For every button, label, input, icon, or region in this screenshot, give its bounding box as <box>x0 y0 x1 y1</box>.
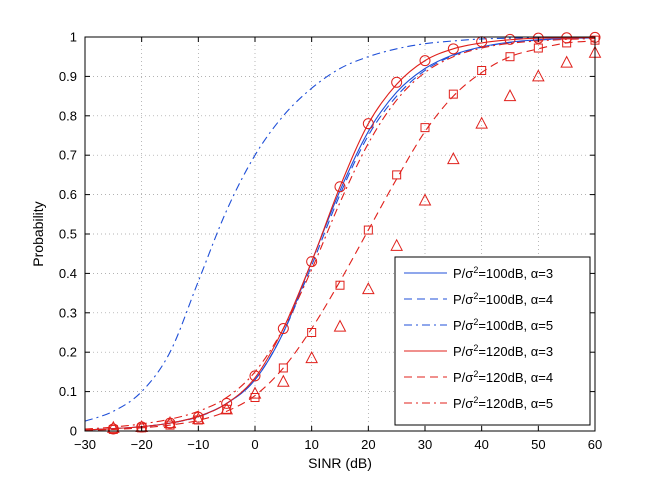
x-tick-label: 30 <box>418 437 432 452</box>
square-marker <box>392 170 402 180</box>
y-tick-label: 0.5 <box>59 227 77 242</box>
x-tick-label: 20 <box>361 437 375 452</box>
x-tick-label: −20 <box>131 437 153 452</box>
circle-marker <box>306 256 318 268</box>
triangle-marker <box>390 238 403 251</box>
circle-marker <box>532 32 544 44</box>
square-marker <box>505 52 515 62</box>
y-tick-label: 1 <box>70 30 77 45</box>
markers <box>107 31 602 435</box>
y-tick-label: 0.9 <box>59 69 77 84</box>
series-line-6 <box>84 38 596 430</box>
triangle-marker <box>248 386 262 399</box>
square-marker <box>448 89 458 99</box>
square-marker <box>363 225 373 235</box>
legend-label: P/σ2=120dB, α=3 <box>453 343 553 359</box>
ticks: −30 −20 −10 0 10 20 30 40 50 60 0 0.1 0.2 0.3 0.4 0.5 0.… <box>59 30 602 453</box>
y-tick-label: 0.4 <box>59 266 77 281</box>
circle-marker <box>447 43 459 55</box>
circle-marker <box>504 33 516 45</box>
triangle-marker <box>277 374 290 387</box>
y-tick-label: 0.7 <box>59 148 77 163</box>
y-axis-label: Probability <box>30 201 46 266</box>
x-tick-label: 0 <box>251 437 258 452</box>
triangle-marker <box>220 402 233 415</box>
circle-marker <box>362 118 374 130</box>
circle-marker <box>419 55 431 67</box>
curves <box>84 36 596 431</box>
circle-marker <box>249 370 261 382</box>
legend-label: P/σ2=120dB, α=4 <box>453 369 553 385</box>
x-tick-label: 60 <box>588 437 602 452</box>
legend-box <box>394 256 591 426</box>
triangle-marker <box>447 152 460 165</box>
triangle-marker <box>107 420 120 433</box>
triangle-marker <box>418 193 432 206</box>
x-tick-label: 10 <box>304 437 318 452</box>
legend-label: P/σ2=120dB, α=5 <box>453 395 553 411</box>
triangle-marker <box>362 282 375 295</box>
series-line-4 <box>84 36 596 431</box>
circle-marker <box>221 397 233 409</box>
triangle-marker <box>532 69 545 82</box>
square-marker <box>562 38 572 48</box>
y-tick-label: 0.8 <box>59 108 77 123</box>
x-tick-label: 40 <box>474 437 488 452</box>
square-marker <box>278 363 288 373</box>
circle-marker <box>561 32 573 44</box>
legend-label: P/σ2=100dB, α=4 <box>453 291 553 307</box>
y-tick-label: 0.2 <box>59 345 77 360</box>
triangle-marker <box>305 351 318 364</box>
square-marker <box>307 328 317 337</box>
circle-marker <box>277 323 289 335</box>
y-tick-label: 0.1 <box>59 384 77 399</box>
legend-label: P/σ2=100dB, α=5 <box>453 317 553 333</box>
x-tick-label: −30 <box>74 437 96 452</box>
triangle-marker <box>192 412 205 425</box>
circle-marker <box>391 76 403 88</box>
triangle-marker <box>503 89 517 102</box>
y-tick-label: 0.3 <box>59 305 77 320</box>
x-tick-label: −10 <box>187 437 209 452</box>
legend-label: P/σ2=100dB, α=3 <box>453 265 553 281</box>
triangle-marker <box>475 116 488 129</box>
circle-marker <box>107 423 119 435</box>
triangle-marker <box>560 55 573 68</box>
legend: P/σ2=100dB, α=3 P/σ2=100dB, α=4 P/σ2=100dB… <box>394 256 591 426</box>
square-marker <box>477 65 487 75</box>
triangle-marker <box>163 416 177 429</box>
square-marker <box>335 280 345 290</box>
square-marker <box>250 393 260 403</box>
circle-marker <box>334 181 346 193</box>
x-axis-label: SINR (dB) <box>308 455 372 471</box>
triangle-marker <box>135 419 148 433</box>
square-marker <box>420 123 430 133</box>
x-tick-label: 50 <box>531 437 545 452</box>
square-marker <box>533 43 543 53</box>
series-line-3 <box>84 36 596 422</box>
y-tick-label: 0 <box>70 424 77 439</box>
y-tick-label: 0.6 <box>59 187 77 202</box>
triangle-marker <box>333 319 347 332</box>
